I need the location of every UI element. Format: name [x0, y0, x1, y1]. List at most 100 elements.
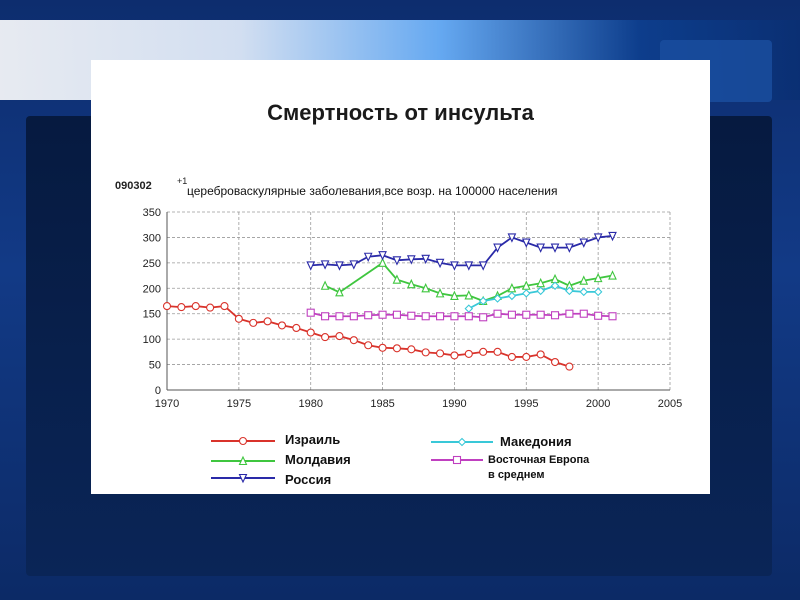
- data-point-israel: [292, 323, 301, 333]
- data-point-israel: [407, 345, 416, 354]
- x-tick-label: 1975: [227, 398, 251, 410]
- slide-title: Смертность от инсульта: [267, 100, 534, 125]
- chart-code: 090302: [115, 180, 152, 192]
- data-point-macedonia: [593, 287, 603, 297]
- data-point-macedonia: [507, 291, 517, 301]
- data-point-moldova: [579, 275, 589, 285]
- data-point-russia: [406, 255, 416, 265]
- legend-marker-eastern-europe: [452, 455, 462, 465]
- data-point-russia: [507, 233, 517, 243]
- chart-subtitle: цереброваскулярные заболевания,все возр.…: [187, 184, 558, 198]
- data-point-eastern-europe: [493, 309, 502, 318]
- data-point-israel: [277, 321, 287, 330]
- data-point-eastern-europe: [349, 312, 358, 321]
- data-point-israel: [565, 362, 574, 371]
- y-tick-label: 350: [143, 207, 161, 219]
- legend-marker-israel: [238, 436, 248, 446]
- data-point-russia: [478, 261, 488, 271]
- data-point-eastern-europe: [565, 309, 574, 318]
- legend-item-israel: [211, 436, 275, 446]
- series-line-eastern-europe: [310, 311, 613, 319]
- data-point-israel: [464, 349, 473, 358]
- data-point-eastern-europe: [392, 310, 401, 319]
- data-point-moldova: [406, 278, 416, 289]
- legend-label-russia: Россия: [285, 472, 332, 487]
- legend-label-moldova: Молдавия: [285, 452, 351, 467]
- data-point-russia: [378, 251, 387, 261]
- y-tick-label: 150: [143, 309, 161, 321]
- data-point-russia: [392, 256, 402, 266]
- data-point-moldova: [392, 274, 402, 284]
- data-point-russia: [565, 243, 574, 253]
- legend-label-eastern-europe-line2: в среднем: [488, 469, 545, 481]
- series-line-macedonia: [468, 284, 599, 310]
- data-point-eastern-europe: [335, 312, 344, 321]
- data-point-russia: [550, 243, 560, 253]
- data-point-israel: [249, 318, 258, 327]
- data-point-eastern-europe: [536, 310, 545, 319]
- y-tick-label: 50: [149, 360, 161, 372]
- data-point-israel: [335, 332, 344, 341]
- chart-code-suffix: +1: [177, 176, 188, 186]
- data-point-russia: [521, 238, 531, 248]
- data-point-russia: [464, 261, 474, 271]
- data-point-eastern-europe: [464, 312, 473, 321]
- data-point-russia: [306, 261, 316, 271]
- data-point-russia: [593, 233, 603, 243]
- data-point-israel: [522, 352, 531, 361]
- legend-label-israel: Израиль: [285, 432, 341, 447]
- data-point-russia: [579, 238, 589, 248]
- data-point-israel: [392, 344, 401, 353]
- chart-series: [162, 231, 617, 371]
- x-tick-label: 1985: [370, 398, 394, 410]
- data-point-eastern-europe: [608, 312, 617, 321]
- data-point-macedonia: [565, 286, 574, 296]
- data-point-macedonia: [464, 304, 474, 313]
- legend-marker-moldova: [238, 455, 248, 466]
- x-tick-label: 1970: [155, 398, 179, 410]
- data-point-eastern-europe: [407, 311, 416, 320]
- y-tick-label: 250: [143, 258, 161, 270]
- series-macedonia: [464, 281, 603, 313]
- y-tick-label: 0: [155, 385, 161, 397]
- x-tick-label: 1990: [442, 398, 466, 410]
- series-israel: [162, 302, 574, 371]
- data-point-israel: [493, 347, 502, 356]
- data-point-israel: [162, 302, 172, 311]
- data-point-moldova: [335, 287, 344, 297]
- data-point-macedonia: [536, 286, 545, 296]
- series-russia: [306, 231, 617, 271]
- data-point-russia: [608, 231, 617, 242]
- data-point-israel: [321, 333, 330, 342]
- data-point-russia: [435, 258, 445, 269]
- chart-axes: 0 50 100 150 200 250 300 350 1970 1975 1980 1985 199…: [143, 207, 683, 410]
- x-tick-label: 1980: [298, 398, 322, 410]
- data-point-moldova: [450, 290, 459, 300]
- data-point-eastern-europe: [321, 312, 330, 321]
- series-eastern-europe: [306, 308, 617, 322]
- chart-legend: [211, 436, 493, 484]
- data-point-eastern-europe: [378, 310, 387, 319]
- x-tick-label: 1995: [514, 398, 538, 410]
- data-point-israel: [507, 352, 516, 361]
- data-point-eastern-europe: [421, 312, 430, 321]
- data-point-moldova: [608, 270, 617, 280]
- data-point-israel: [177, 303, 186, 312]
- data-point-eastern-europe: [579, 309, 588, 318]
- legend-item-russia: [211, 473, 275, 484]
- data-point-moldova: [421, 282, 431, 293]
- data-point-russia: [421, 254, 431, 265]
- x-tick-label: 2005: [658, 398, 682, 410]
- legend-item-macedonia: [431, 437, 493, 447]
- data-point-israel: [263, 317, 272, 326]
- data-point-israel: [206, 303, 215, 312]
- y-tick-label: 100: [143, 334, 161, 346]
- x-tick-label: 2000: [586, 398, 610, 410]
- data-point-russia: [536, 243, 546, 253]
- series-line-russia: [310, 235, 613, 267]
- data-point-macedonia: [478, 296, 488, 306]
- data-point-moldova: [464, 290, 474, 300]
- data-point-israel: [479, 347, 488, 356]
- slide-content-card: Смертность от инсульта 090302 +1 церебро…: [91, 60, 710, 494]
- data-point-russia: [320, 260, 330, 270]
